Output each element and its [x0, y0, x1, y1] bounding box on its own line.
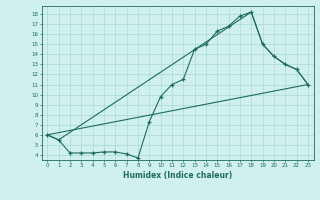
X-axis label: Humidex (Indice chaleur): Humidex (Indice chaleur) — [123, 171, 232, 180]
